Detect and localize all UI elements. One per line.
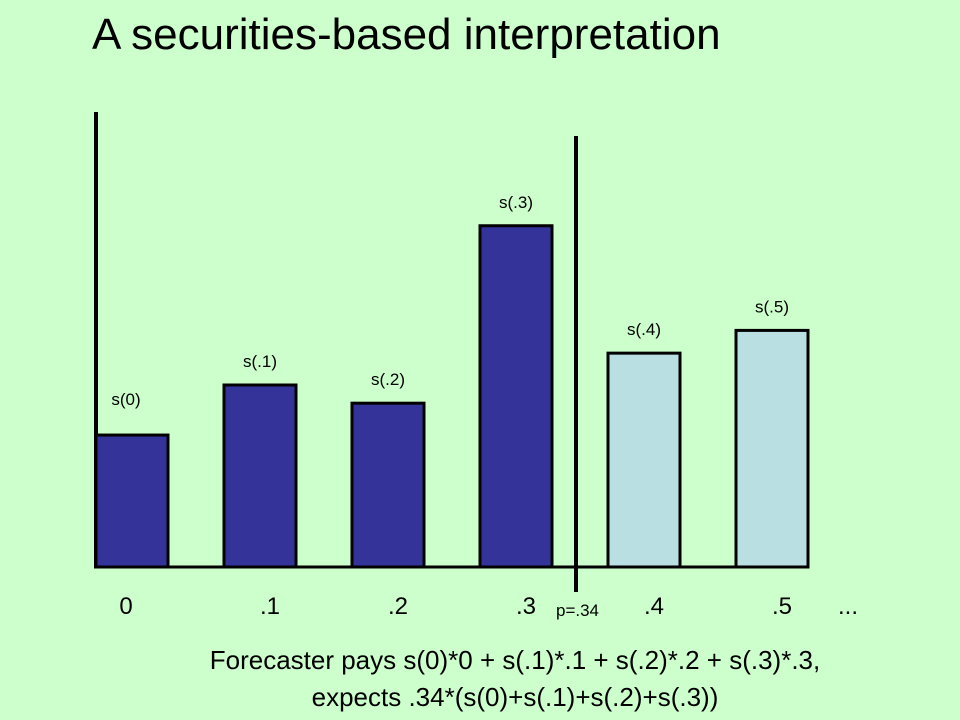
bar-3 (478, 224, 554, 569)
bar-label-2: s(.2) (371, 370, 405, 389)
bar-label-3: s(.3) (499, 193, 533, 212)
x-tick-label-0: 0 (119, 593, 132, 620)
x-tick-label-4: .4 (644, 593, 664, 620)
bars-layer: s(0) 0 s(.1) .1 s(.2) .2 s(.3) .3 s(.4) .4 s(.5) .5 (94, 193, 810, 620)
bar-label-1: s(.1) (243, 352, 277, 371)
bar-5 (734, 328, 810, 569)
bar-0 (94, 433, 170, 569)
caption-line-2: expects .34*(s(0)+s(.1)+s(.2)+s(.3)) (311, 682, 719, 712)
bar-label-0: s(0) (111, 390, 140, 409)
x-tick-label-ellipsis: ... (838, 593, 858, 620)
x-tick-label-3: .3 (516, 593, 536, 620)
x-tick-label-2: .2 (388, 593, 408, 620)
bar-label-5: s(.5) (755, 297, 789, 316)
x-tick-label-1: .1 (260, 593, 280, 620)
bar-2 (350, 401, 426, 569)
bar-1 (222, 383, 298, 569)
caption-line-1: Forecaster pays s(0)*0 + s(.1)*.1 + s(.2… (209, 645, 821, 675)
bar-label-4: s(.4) (627, 320, 661, 339)
threshold-label: p=.34 (556, 601, 599, 620)
slide-title: A securities-based interpretation (92, 10, 721, 59)
x-tick-label-5: .5 (772, 593, 792, 620)
bar-4 (606, 351, 682, 569)
